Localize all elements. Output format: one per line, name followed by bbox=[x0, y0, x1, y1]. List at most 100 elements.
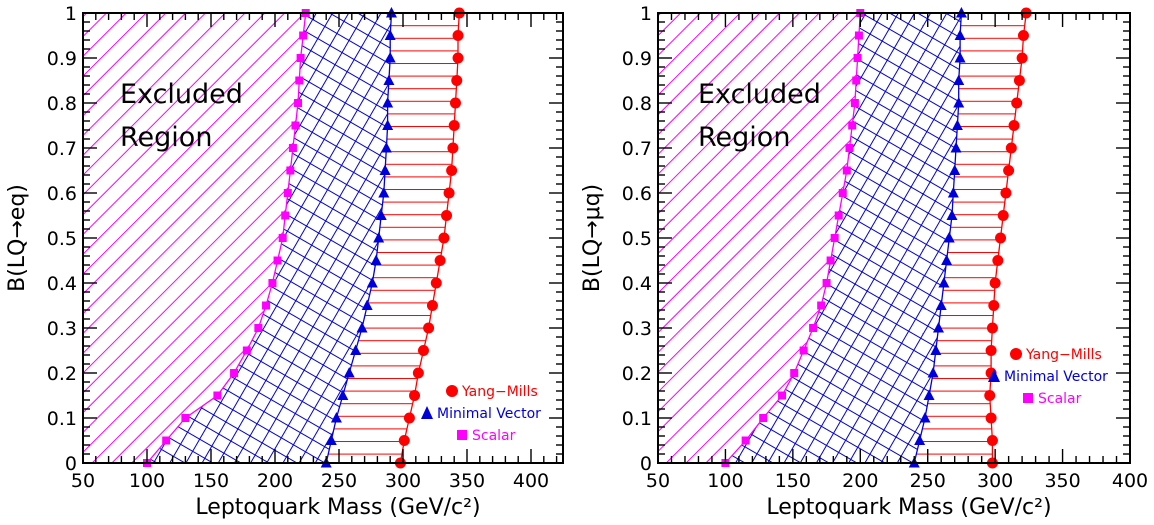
y-tick-label: 0.5 bbox=[622, 228, 652, 250]
data-point bbox=[403, 412, 415, 424]
x-axis-label: Leptoquark Mass (GeV/c²) bbox=[195, 495, 480, 520]
data-point bbox=[383, 74, 395, 85]
data-point bbox=[741, 436, 750, 445]
data-point bbox=[988, 300, 1000, 311]
legend-marker-square bbox=[1023, 393, 1033, 403]
x-tick-label: 300 bbox=[977, 470, 1013, 492]
y-tick-label: 1 bbox=[640, 3, 652, 25]
data-point bbox=[417, 345, 429, 356]
y-tick-label: 0.9 bbox=[622, 48, 652, 70]
x-tick-label: 50 bbox=[71, 470, 95, 492]
data-point bbox=[919, 412, 931, 423]
annotation-text: Region bbox=[120, 122, 212, 153]
data-point bbox=[853, 54, 862, 62]
y-tick-label: 0 bbox=[65, 453, 77, 475]
data-point bbox=[452, 30, 464, 41]
data-point bbox=[382, 119, 394, 130]
x-tick-label: 350 bbox=[1044, 470, 1080, 492]
data-point bbox=[448, 120, 460, 131]
x-tick-label: 100 bbox=[129, 470, 165, 492]
data-point bbox=[242, 346, 251, 355]
y-tick-label: 0.2 bbox=[622, 363, 652, 385]
data-point bbox=[213, 391, 222, 400]
data-point bbox=[927, 367, 939, 378]
data-point bbox=[854, 31, 863, 40]
data-point bbox=[288, 144, 297, 152]
data-point bbox=[384, 29, 396, 40]
annotation-text: Excluded bbox=[698, 79, 821, 110]
data-point bbox=[412, 367, 424, 379]
data-point bbox=[986, 322, 998, 334]
data-point bbox=[295, 76, 304, 85]
y-tick-label: 0.8 bbox=[622, 93, 652, 115]
x-tick-label: 250 bbox=[321, 470, 357, 492]
data-point bbox=[325, 434, 337, 445]
data-point bbox=[935, 299, 947, 310]
x-tick-label: 300 bbox=[385, 470, 421, 492]
data-point bbox=[984, 390, 996, 401]
chart-panel-1: 50 100 150 200 250 300 350 400 0 0.1 0.2 0.3 0.4 0.5 0… bbox=[5, 3, 564, 520]
data-point bbox=[930, 344, 942, 355]
data-point bbox=[954, 52, 966, 63]
legend-label: Yang−Mills bbox=[461, 384, 538, 400]
legend-label: Scalar bbox=[472, 428, 516, 444]
data-point bbox=[950, 142, 962, 153]
data-point bbox=[451, 75, 463, 86]
data-point bbox=[447, 142, 459, 154]
x-tick-label: 250 bbox=[910, 470, 946, 492]
data-point bbox=[452, 52, 464, 64]
y-tick-label: 0.3 bbox=[47, 318, 77, 340]
legend-marker-circle bbox=[446, 385, 458, 397]
y-tick-label: 1 bbox=[65, 3, 77, 25]
y-tick-label: 0.4 bbox=[622, 273, 652, 295]
y-tick-label: 0.6 bbox=[47, 183, 77, 205]
data-point bbox=[281, 211, 290, 220]
data-point bbox=[822, 279, 831, 287]
data-point bbox=[430, 277, 442, 289]
data-point bbox=[382, 97, 394, 108]
data-point bbox=[1003, 165, 1015, 176]
data-point bbox=[943, 232, 955, 243]
legend-label: Minimal Vector bbox=[1004, 369, 1108, 385]
data-point bbox=[278, 234, 287, 242]
data-point bbox=[941, 254, 953, 265]
data-point bbox=[434, 255, 446, 266]
data-point bbox=[933, 322, 945, 333]
data-point bbox=[330, 412, 342, 423]
x-tick-label: 150 bbox=[193, 470, 229, 492]
data-point bbox=[954, 29, 966, 40]
data-point bbox=[951, 119, 963, 130]
data-point bbox=[370, 254, 382, 265]
data-point bbox=[992, 255, 1004, 266]
annotation-text: Region bbox=[698, 122, 790, 153]
legend-label: Minimal Vector bbox=[437, 406, 541, 422]
exclusion-region-square bbox=[658, 13, 861, 463]
y-axis-label: B(LQ→eq) bbox=[5, 184, 30, 292]
data-point bbox=[826, 256, 835, 265]
exclusion-region-square bbox=[83, 13, 306, 463]
x-tick-label: 200 bbox=[842, 470, 878, 492]
data-point bbox=[946, 209, 958, 220]
annotation-text: Excluded bbox=[120, 79, 243, 110]
x-tick-label: 200 bbox=[257, 470, 293, 492]
data-point bbox=[441, 210, 453, 221]
data-point bbox=[379, 164, 391, 175]
data-point bbox=[262, 301, 271, 310]
data-point bbox=[845, 144, 854, 152]
data-point bbox=[986, 435, 998, 446]
y-axis-label: B(LQ→μq) bbox=[580, 184, 605, 292]
data-point bbox=[938, 277, 950, 288]
data-point bbox=[230, 369, 239, 377]
legend-marker-triangle bbox=[421, 406, 433, 419]
data-point bbox=[1008, 120, 1020, 131]
data-point bbox=[947, 187, 959, 198]
data-point bbox=[254, 324, 263, 332]
data-point bbox=[953, 74, 965, 85]
data-point bbox=[375, 209, 387, 220]
data-point bbox=[830, 234, 839, 242]
data-point bbox=[268, 279, 277, 287]
data-point bbox=[296, 54, 305, 62]
data-point bbox=[1017, 30, 1029, 41]
data-point bbox=[343, 367, 355, 378]
